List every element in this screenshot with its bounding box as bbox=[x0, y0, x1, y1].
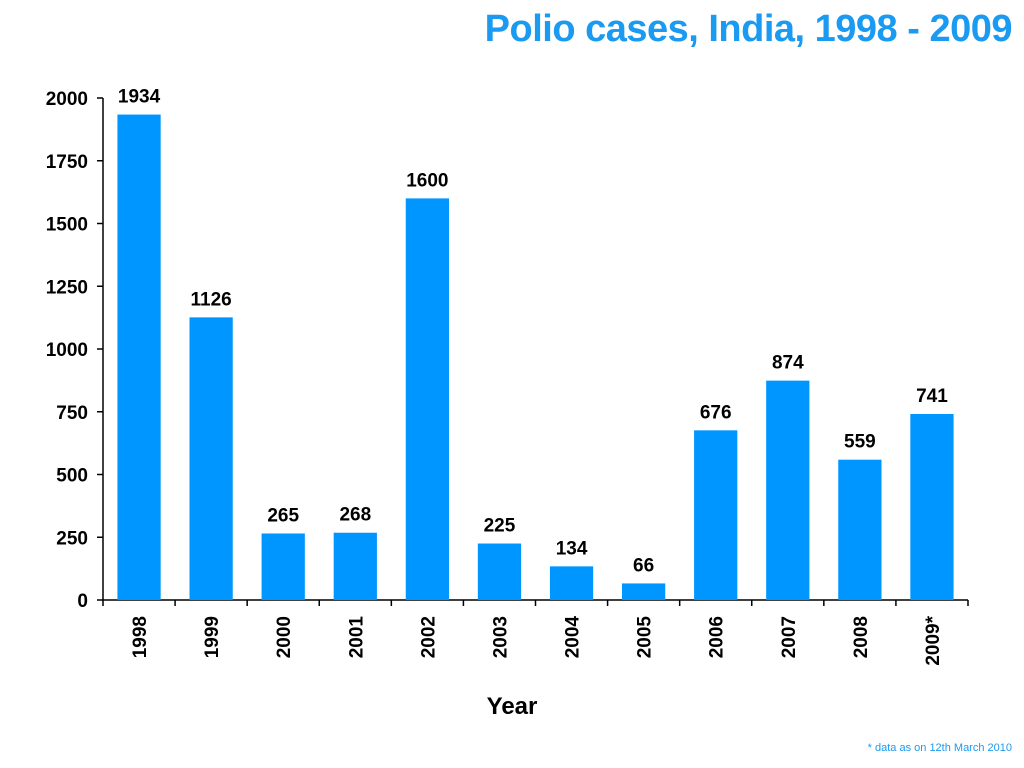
bar bbox=[189, 317, 233, 600]
bar bbox=[333, 532, 377, 600]
data-label: 1934 bbox=[118, 87, 161, 108]
x-tick-label: 2003 bbox=[490, 616, 511, 658]
bar bbox=[622, 583, 666, 600]
x-tick-label: 2007 bbox=[779, 616, 800, 658]
y-tick-label: 250 bbox=[56, 528, 88, 549]
x-tick-label: 2001 bbox=[346, 616, 367, 659]
data-label: 66 bbox=[633, 555, 654, 576]
x-tick-label: 2006 bbox=[707, 616, 728, 658]
x-tick-label: 2002 bbox=[418, 616, 439, 658]
data-label: 1126 bbox=[191, 289, 232, 310]
x-tick-label: 2004 bbox=[563, 616, 584, 659]
y-tick-label: 1000 bbox=[46, 340, 88, 361]
data-label: 1600 bbox=[406, 170, 448, 191]
data-label: 676 bbox=[700, 402, 732, 423]
x-tick-label: 2005 bbox=[635, 616, 656, 659]
footnote: * data as on 12th March 2010 bbox=[867, 742, 1012, 754]
y-axis: 0 250 500 750 1000 1250 1500 1750 2000 bbox=[46, 89, 104, 612]
bar bbox=[117, 114, 161, 600]
y-tick-label: 2000 bbox=[46, 89, 88, 110]
data-labels: 1934 1126 265 268 1600 225 134 66 676 874 559 741 bbox=[118, 87, 948, 577]
data-label: 268 bbox=[339, 505, 371, 526]
bar bbox=[694, 430, 738, 600]
data-label: 225 bbox=[484, 516, 516, 537]
x-tick-label: 2009* bbox=[923, 615, 944, 665]
y-tick-label: 1500 bbox=[46, 215, 88, 236]
data-label: 559 bbox=[844, 432, 876, 453]
data-label: 874 bbox=[772, 353, 804, 374]
bar bbox=[549, 566, 594, 600]
data-label: 265 bbox=[267, 505, 299, 526]
bar bbox=[910, 414, 954, 600]
x-tick-label: 2008 bbox=[851, 616, 872, 658]
data-label: 741 bbox=[916, 386, 948, 407]
x-axis: 1998 1999 2000 2001 2002 2003 2004 2005 2006 2007… bbox=[102, 599, 969, 666]
y-tick-label: 1750 bbox=[46, 152, 88, 173]
bar bbox=[838, 459, 882, 600]
y-tick-label: 750 bbox=[56, 403, 88, 424]
bar bbox=[477, 543, 522, 600]
x-tick-label: 1998 bbox=[130, 616, 151, 658]
x-tick-label: 1999 bbox=[202, 616, 223, 658]
bar bbox=[261, 533, 305, 600]
chart-title: Polio cases, India, 1998 - 2009 bbox=[484, 8, 1013, 50]
x-tick-label: 2000 bbox=[274, 616, 295, 658]
y-tick-label: 500 bbox=[56, 466, 88, 487]
data-label: 134 bbox=[556, 538, 588, 559]
bar bbox=[766, 380, 810, 600]
y-tick-label: 0 bbox=[77, 591, 88, 612]
y-tick-label: 1250 bbox=[46, 277, 88, 298]
bar bbox=[405, 198, 449, 600]
x-axis-title: Year bbox=[487, 693, 538, 720]
bars bbox=[117, 114, 954, 600]
